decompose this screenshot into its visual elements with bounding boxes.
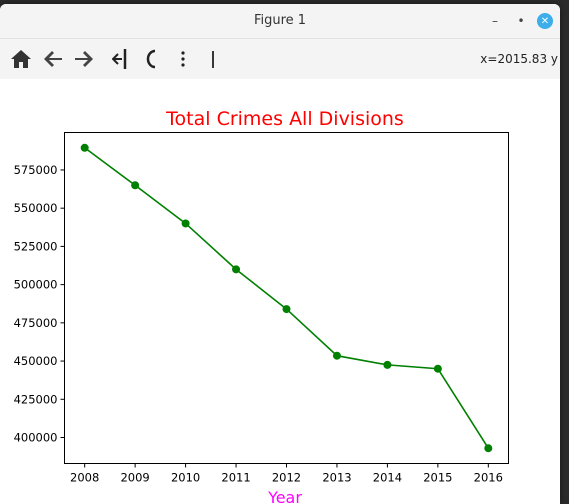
y-tick-label: 400000 — [14, 431, 58, 445]
title-bar: Figure 1 – • ✕ — [0, 4, 560, 39]
y-tick-label: 550000 — [14, 201, 58, 215]
data-point — [131, 181, 140, 190]
y-tick-label: 575000 — [14, 163, 58, 177]
y-tick-label: 425000 — [14, 392, 58, 406]
data-point — [282, 305, 291, 314]
navigation-toolbar: x=2015.83 y — [0, 39, 560, 79]
figure-window: Figure 1 – • ✕ x=2015.83 y Total Crimes — [0, 4, 560, 504]
home-icon[interactable] — [10, 47, 32, 71]
x-axis-label: Year — [267, 488, 302, 504]
figure-canvas[interactable]: Total Crimes All Divisions 400000 425000 4… — [0, 80, 560, 504]
x-axis: 2008 2009 2010 2011 2012 2013 2014 2015 2016 — [70, 463, 503, 485]
zoom-icon[interactable] — [144, 47, 160, 71]
data-point — [80, 143, 89, 152]
line-chart: Total Crimes All Divisions 4000004250004… — [14, 108, 509, 504]
minimize-icon[interactable]: – — [492, 14, 498, 28]
x-tick-label: 2008 — [70, 471, 99, 485]
x-tick-label: 2014 — [373, 471, 402, 485]
x-tick-label: 2015 — [423, 471, 452, 485]
coordinate-readout: x=2015.83 y — [480, 52, 558, 66]
y-tick-label: 475000 — [14, 316, 58, 330]
data-point — [433, 364, 442, 373]
edit-axis-icon[interactable] — [208, 47, 220, 71]
data-point — [383, 360, 392, 369]
x-tick-label: 2010 — [171, 471, 200, 485]
y-tick-label: 500000 — [14, 278, 58, 292]
y-tick-label: 450000 — [14, 354, 58, 368]
data-point — [484, 444, 493, 453]
x-tick-label: 2011 — [221, 471, 250, 485]
window-title: Figure 1 — [253, 13, 307, 28]
data-point — [232, 265, 241, 274]
x-tick-label: 2009 — [120, 471, 149, 485]
x-tick-label: 2013 — [322, 471, 351, 485]
back-arrow-icon[interactable] — [43, 47, 63, 71]
close-icon[interactable]: ✕ — [537, 13, 553, 29]
y-axis: 400000 425000 450000 475000 500000 525000 5500… — [14, 163, 65, 445]
y-tick-label: 525000 — [14, 239, 58, 253]
series-layer — [80, 143, 493, 453]
x-tick-label: 2012 — [272, 471, 301, 485]
configure-subplots-icon[interactable] — [177, 47, 189, 71]
data-point — [332, 351, 341, 360]
x-tick-label: 2016 — [474, 471, 503, 485]
chart-title: Total Crimes All Divisions — [165, 108, 404, 130]
forward-arrow-icon[interactable] — [74, 47, 94, 71]
maximize-icon[interactable]: • — [517, 14, 525, 28]
pan-icon[interactable] — [112, 47, 130, 71]
data-point — [181, 219, 190, 228]
